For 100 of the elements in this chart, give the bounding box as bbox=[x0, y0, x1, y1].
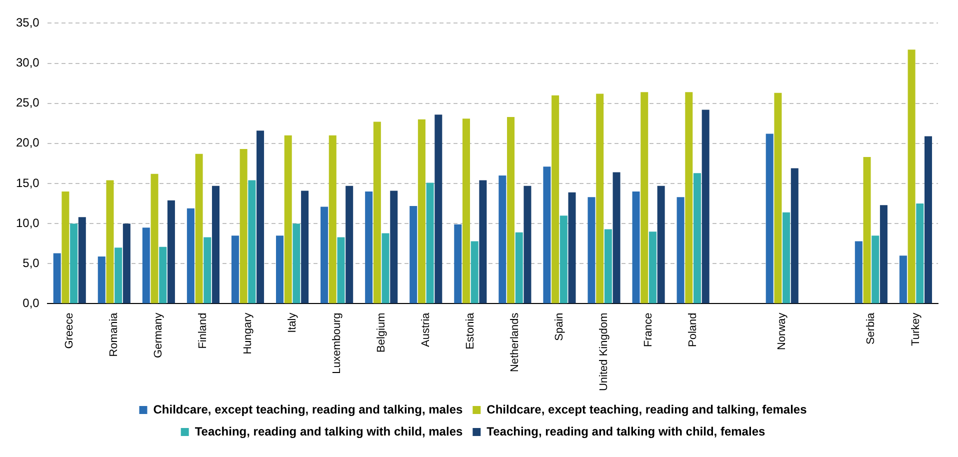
bar bbox=[284, 135, 292, 304]
bar bbox=[924, 136, 932, 304]
bar bbox=[872, 236, 880, 304]
legend-label: Childcare, except teaching, reading and talking, males bbox=[153, 402, 463, 416]
bar bbox=[454, 224, 462, 304]
x-tick-label: Netherlands bbox=[508, 312, 521, 372]
legend-label: Childcare, except teaching, reading and talking, females bbox=[486, 402, 808, 416]
bar bbox=[346, 186, 354, 304]
bar bbox=[498, 175, 506, 304]
bar bbox=[204, 237, 212, 304]
bar bbox=[426, 182, 434, 304]
bar bbox=[320, 206, 328, 304]
x-tick-label: Austria bbox=[420, 312, 432, 347]
bar bbox=[62, 192, 70, 304]
bar bbox=[657, 186, 665, 304]
bar bbox=[552, 95, 560, 304]
x-tick-label: Greece bbox=[64, 312, 76, 349]
y-tick-label: 20,0 bbox=[16, 136, 40, 150]
x-tick-label: France bbox=[642, 312, 655, 347]
bar bbox=[167, 200, 175, 304]
bar bbox=[596, 94, 604, 304]
x-tick-label: Finland bbox=[197, 312, 210, 349]
bar bbox=[328, 135, 336, 304]
bar bbox=[122, 224, 130, 304]
bar bbox=[276, 236, 284, 304]
bar bbox=[470, 241, 478, 304]
bar bbox=[434, 114, 442, 304]
bar bbox=[612, 172, 620, 304]
y-tick-label: 5,0 bbox=[22, 256, 40, 270]
bar bbox=[418, 119, 426, 304]
bar bbox=[560, 216, 568, 304]
bar bbox=[588, 197, 596, 304]
bar bbox=[782, 212, 790, 304]
bar bbox=[53, 253, 61, 304]
bar bbox=[676, 197, 684, 304]
bar bbox=[256, 130, 264, 304]
bar bbox=[766, 134, 774, 304]
bar bbox=[78, 217, 86, 304]
bar bbox=[507, 116, 515, 304]
bar bbox=[880, 205, 888, 304]
x-tick-label: Estonia bbox=[464, 312, 476, 350]
y-tick-label: 0,0 bbox=[22, 296, 40, 310]
bar bbox=[693, 173, 702, 304]
bar bbox=[390, 190, 398, 304]
legend-label: Teaching, reading and talking with child, females bbox=[486, 424, 766, 438]
x-tick-label: Serbia bbox=[865, 312, 878, 345]
bar bbox=[774, 92, 782, 304]
x-tick-label: Italy bbox=[286, 312, 298, 333]
y-tick-label: 25,0 bbox=[16, 96, 40, 110]
x-tick-label: Spain bbox=[554, 312, 566, 341]
bar bbox=[568, 192, 576, 304]
bar bbox=[604, 229, 612, 304]
y-tick-label: 35,0 bbox=[16, 16, 40, 30]
y-tick-label: 30,0 bbox=[16, 56, 40, 70]
x-tick-label: Germany bbox=[152, 312, 165, 358]
bar bbox=[524, 186, 532, 304]
y-tick-label: 10,0 bbox=[16, 216, 40, 230]
bar bbox=[410, 206, 418, 304]
bar bbox=[702, 110, 710, 304]
bar bbox=[854, 241, 862, 304]
x-tick-label: Poland bbox=[687, 312, 700, 347]
bar bbox=[640, 92, 648, 304]
bar bbox=[365, 192, 373, 304]
x-tick-label: Romania bbox=[108, 312, 120, 357]
bar bbox=[150, 174, 158, 304]
bar bbox=[231, 236, 239, 304]
bar bbox=[70, 224, 78, 304]
bar bbox=[240, 149, 248, 304]
bar bbox=[515, 232, 523, 304]
bar bbox=[373, 122, 381, 304]
bar bbox=[479, 180, 487, 304]
bar bbox=[159, 246, 167, 304]
legend-label: Teaching, reading and talking with child, males bbox=[194, 424, 463, 438]
bar bbox=[212, 186, 220, 304]
bar bbox=[114, 248, 122, 304]
bar bbox=[790, 168, 798, 304]
bar bbox=[543, 166, 551, 304]
bar bbox=[186, 208, 194, 304]
bar bbox=[337, 237, 345, 304]
bar bbox=[648, 232, 656, 304]
bar bbox=[899, 256, 907, 304]
bar bbox=[195, 154, 203, 304]
x-tick-label: United Kingdom bbox=[598, 312, 610, 392]
bar bbox=[462, 118, 470, 304]
bar bbox=[106, 180, 114, 304]
bar bbox=[908, 50, 916, 304]
bar bbox=[98, 256, 106, 304]
bar bbox=[685, 92, 693, 304]
bar bbox=[382, 233, 390, 304]
x-tick-label: Luxembourg bbox=[330, 312, 343, 374]
x-tick-label: Hungary bbox=[242, 312, 254, 354]
bar bbox=[301, 190, 309, 304]
bar bbox=[248, 180, 256, 304]
y-tick-label: 15,0 bbox=[16, 176, 40, 190]
bar bbox=[632, 192, 640, 304]
bar bbox=[142, 228, 150, 304]
bar bbox=[292, 224, 300, 304]
x-tick-label: Belgium bbox=[375, 312, 388, 352]
x-tick-label: Turkey bbox=[910, 312, 922, 346]
bar bbox=[863, 157, 871, 304]
